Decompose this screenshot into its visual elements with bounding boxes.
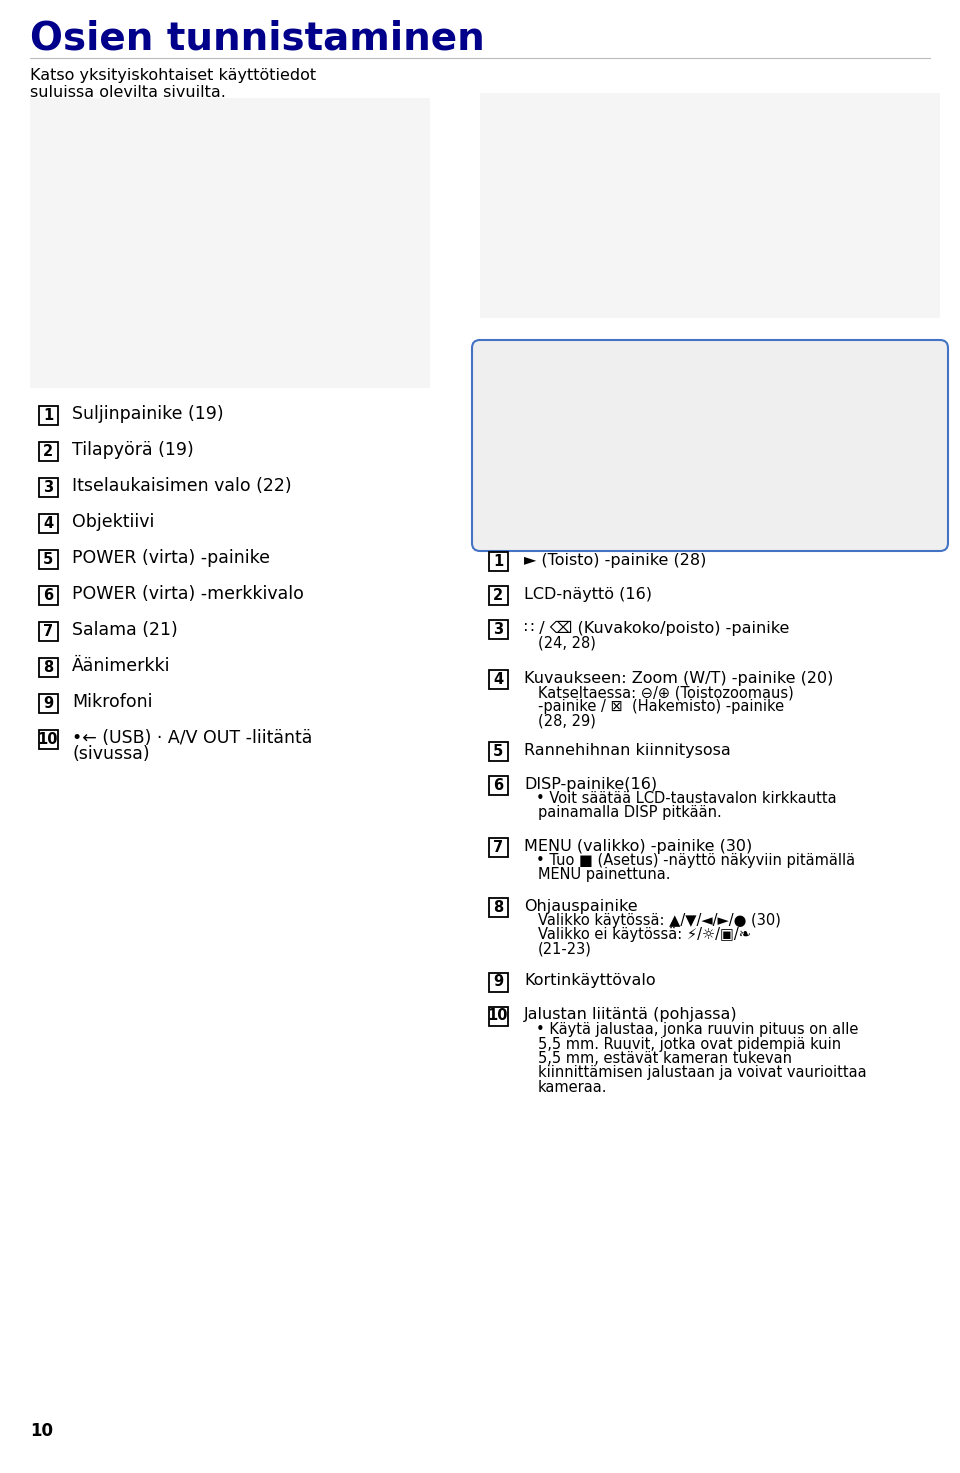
Bar [489,838,508,856]
Text: Äänimerkki: Äänimerkki [72,657,171,675]
Text: • Tuo ■ (Asetus) -näyttö näkyviin pitämällä: • Tuo ■ (Asetus) -näyttö näkyviin pitämä… [536,853,855,868]
Bar [489,551,508,570]
Bar [38,405,58,424]
Bar [489,620,508,638]
Text: painamalla DISP pitkään.: painamalla DISP pitkään. [538,806,722,820]
Bar [489,1006,508,1025]
Text: Jalustan liitäntä (pohjassa): Jalustan liitäntä (pohjassa) [524,1008,737,1022]
Text: Katso yksityiskohtaiset käyttötiedot: Katso yksityiskohtaiset käyttötiedot [30,68,316,82]
Text: 8: 8 [492,900,503,915]
FancyBboxPatch shape [472,340,948,551]
Text: Valikko ei käytössä: ⚡/☼/▣/❧: Valikko ei käytössä: ⚡/☼/▣/❧ [538,928,751,943]
Text: 6: 6 [492,778,503,792]
Text: 3: 3 [492,622,503,636]
Text: (21-23): (21-23) [538,943,592,957]
Text: Mikrofoni: Mikrofoni [72,692,153,711]
Text: ► (Toisto) -painike (28): ► (Toisto) -painike (28) [524,552,707,567]
Text: POWER (virta) -merkkivalo: POWER (virta) -merkkivalo [72,585,304,602]
Text: Objektiivi: Objektiivi [72,513,155,530]
Text: Salama (21): Salama (21) [72,622,178,639]
Bar [489,897,508,916]
Bar [489,741,508,760]
Text: 7: 7 [43,623,53,638]
Bar [38,657,58,676]
Text: 5,5 mm, estävät kameran tukevan: 5,5 mm, estävät kameran tukevan [538,1052,792,1066]
Bar [489,972,508,991]
Bar [489,585,508,604]
Text: DISP-painike(16): DISP-painike(16) [524,776,658,791]
Text: LCD-näyttö (16): LCD-näyttö (16) [524,586,652,601]
Text: Katseltaessa: ⊖/⊕ (Toistozoomaus): Katseltaessa: ⊖/⊕ (Toistozoomaus) [538,685,794,700]
Bar [30,99,430,387]
Text: 1: 1 [492,554,503,569]
Text: POWER (virta) -painike: POWER (virta) -painike [72,549,270,567]
Text: 1: 1 [43,408,53,423]
Text: Kortinkäyttövalo: Kortinkäyttövalo [524,974,656,988]
Text: -painike / ⊠  (Hakemisto) -painike: -painike / ⊠ (Hakemisto) -painike [538,700,784,714]
Text: Osien tunnistaminen: Osien tunnistaminen [30,21,485,57]
Text: Rannehihnan kiinnitysosa: Rannehihnan kiinnitysosa [524,742,731,757]
Text: MENU (valikko) -painike (30): MENU (valikko) -painike (30) [524,838,753,853]
Bar [489,670,508,688]
Text: 5: 5 [492,744,503,759]
Text: 3: 3 [43,480,53,495]
Text: 6: 6 [43,588,53,602]
Bar [38,477,58,496]
Text: 8: 8 [43,660,53,675]
Bar [38,622,58,641]
Text: •← (USB) · A/V OUT -liitäntä: •← (USB) · A/V OUT -liitäntä [72,729,312,747]
Text: kiinnittämisen jalustaan ja voivat vaurioittaa: kiinnittämisen jalustaan ja voivat vauri… [538,1065,867,1081]
Text: Tilapyörä (19): Tilapyörä (19) [72,440,194,460]
Text: (24, 28): (24, 28) [538,635,596,650]
Bar [38,729,58,748]
Text: 2: 2 [492,588,503,602]
Bar [38,585,58,604]
Bar [480,93,940,318]
Text: 5,5 mm. Ruuvit, jotka ovat pidempiä kuin: 5,5 mm. Ruuvit, jotka ovat pidempiä kuin [538,1037,841,1052]
Text: 10: 10 [30,1421,53,1441]
Text: ∷ / ⌫ (Kuvakoko/poisto) -painike: ∷ / ⌫ (Kuvakoko/poisto) -painike [524,620,789,635]
Text: 10: 10 [488,1009,508,1024]
Text: 5: 5 [43,551,53,567]
Text: 4: 4 [492,672,503,686]
Text: Kuvaukseen: Zoom (W/T) -painike (20): Kuvaukseen: Zoom (W/T) -painike (20) [524,670,833,685]
Text: Suljinpainike (19): Suljinpainike (19) [72,405,224,423]
Bar [489,775,508,794]
Text: MENU painettuna.: MENU painettuna. [538,868,670,882]
Text: Ohjauspainike: Ohjauspainike [524,899,637,913]
Text: (sivussa): (sivussa) [72,745,150,763]
Text: Itselaukaisimen valo (22): Itselaukaisimen valo (22) [72,477,292,495]
Text: 7: 7 [492,840,503,854]
Text: 9: 9 [43,695,53,710]
Bar [38,514,58,533]
Text: • Voit säätää LCD-taustavalon kirkkautta: • Voit säätää LCD-taustavalon kirkkautta [536,791,836,806]
Text: 4: 4 [43,516,53,530]
Bar [38,442,58,461]
Text: • Käytä jalustaa, jonka ruuvin pituus on alle: • Käytä jalustaa, jonka ruuvin pituus on… [536,1022,858,1037]
Text: kameraa.: kameraa. [538,1080,608,1094]
Bar [38,694,58,713]
Bar [38,549,58,569]
Text: 2: 2 [43,443,53,458]
Text: 10: 10 [37,732,59,747]
Text: Valikko käytössä: ▲/▼/◄/►/● (30): Valikko käytössä: ▲/▼/◄/►/● (30) [538,913,780,928]
Text: suluissa olevilta sivuilta.: suluissa olevilta sivuilta. [30,85,226,100]
Text: 9: 9 [492,975,503,990]
Text: (28, 29): (28, 29) [538,714,596,729]
